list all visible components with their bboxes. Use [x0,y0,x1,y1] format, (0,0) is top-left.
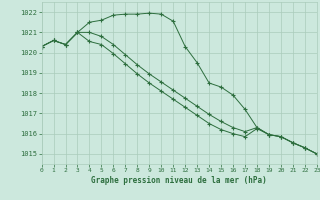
X-axis label: Graphe pression niveau de la mer (hPa): Graphe pression niveau de la mer (hPa) [91,176,267,185]
